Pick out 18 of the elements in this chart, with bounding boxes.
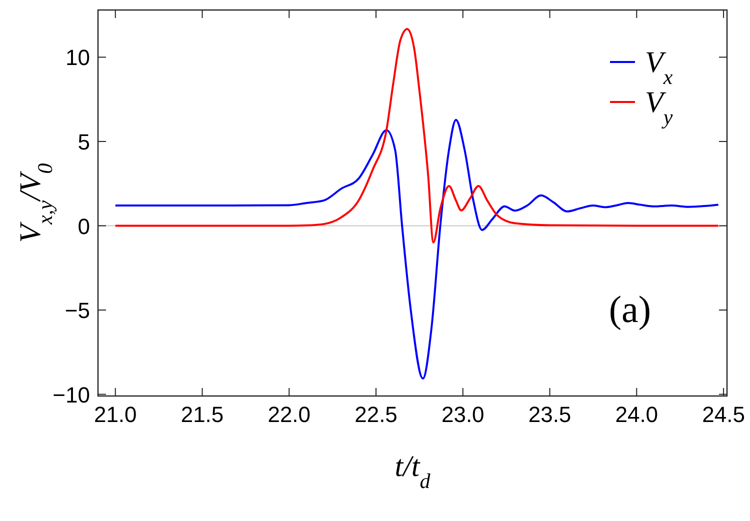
x-tick-label: 22.5 (354, 402, 398, 427)
x-tick-label: 24.0 (615, 402, 658, 427)
y-tick-label: −10 (52, 382, 90, 408)
x-tick-label: 23.5 (528, 402, 572, 427)
x-tick-label: 21.5 (180, 402, 224, 427)
line-series (114, 28, 720, 244)
y-tick-label: 5 (78, 129, 90, 154)
x-tick-label: 22.0 (268, 402, 311, 427)
y-tick-label: −5 (64, 298, 90, 324)
x-tick-label: 21.0 (94, 402, 137, 427)
x-tick-label: 24.5 (702, 402, 745, 427)
legend-label: V$_{y}$ (645, 86, 674, 129)
x-tick-label: 23.0 (441, 402, 484, 427)
legend-label: V$_{x}$ (645, 46, 674, 89)
x-axis-title: t/t$_{d}$ (394, 450, 431, 493)
annotation: (a) (608, 289, 652, 331)
y-tick-label: 10 (66, 45, 90, 70)
y-tick-label: 0 (78, 214, 90, 239)
